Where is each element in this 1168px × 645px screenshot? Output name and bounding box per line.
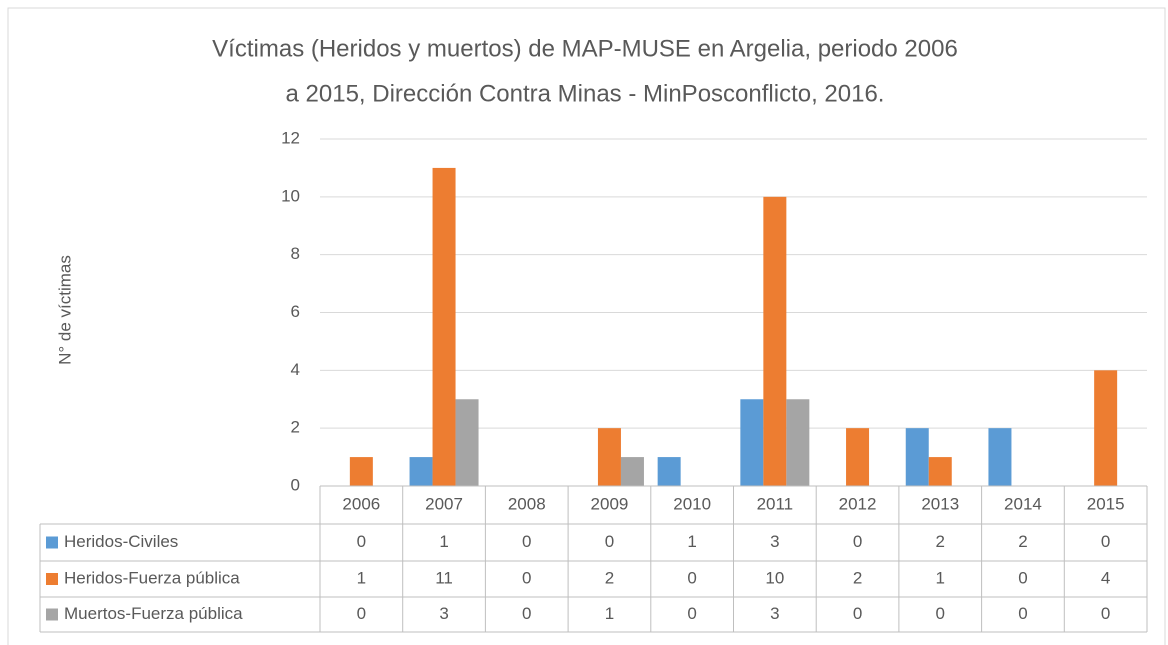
bar: [988, 428, 1012, 486]
bar: [846, 428, 870, 486]
table-cell: 2: [605, 568, 614, 587]
y-tick-label: 2: [291, 418, 300, 437]
y-tick-label: 4: [291, 360, 300, 379]
table-cell: 0: [522, 604, 531, 623]
x-tick-label: 2012: [839, 494, 877, 513]
table-cell: 1: [936, 568, 945, 587]
table-cell: 3: [770, 604, 779, 623]
chart-frame: [7, 7, 1166, 645]
legend-label: Heridos-Fuerza pública: [64, 568, 240, 587]
table-cell: 10: [765, 568, 784, 587]
table-cell: 0: [522, 532, 531, 551]
table-cell: 0: [687, 604, 696, 623]
table-cell: 0: [357, 604, 366, 623]
table-cell: 11: [435, 568, 453, 587]
table-cell: 0: [522, 568, 531, 587]
bar: [455, 399, 479, 486]
table-cell: 0: [853, 604, 862, 623]
x-tick-label: 2011: [757, 494, 794, 513]
table-cell: 0: [1018, 604, 1027, 623]
table-cell: 2: [1018, 532, 1027, 551]
table-cell: 1: [605, 604, 614, 623]
bar: [928, 457, 952, 486]
x-tick-label: 2008: [508, 494, 546, 513]
table-cell: 0: [853, 532, 862, 551]
bar: [597, 428, 621, 486]
table-cell: 0: [1018, 568, 1027, 587]
y-axis-label: N° de víctimas: [55, 255, 74, 365]
bar: [432, 167, 456, 486]
y-tick-label: 10: [281, 186, 300, 205]
y-tick-label: 12: [281, 128, 300, 147]
bar: [740, 399, 764, 486]
bar: [657, 457, 681, 486]
table-cell: 3: [439, 604, 448, 623]
x-tick-label: 2007: [425, 494, 463, 513]
x-tick-label: 2006: [342, 494, 380, 513]
table-cell: 1: [687, 532, 696, 551]
legend-label: Muertos-Fuerza pública: [64, 604, 243, 623]
chart-title: a 2015, Dirección Contra Minas - MinPosc…: [286, 80, 885, 107]
bar: [620, 457, 644, 486]
table-cell: 0: [357, 532, 366, 551]
bar: [349, 457, 373, 486]
table-cell: 2: [936, 532, 945, 551]
legend-swatch: [46, 536, 58, 549]
bar: [786, 399, 810, 486]
table-cell: 4: [1101, 568, 1110, 587]
x-tick-label: 2015: [1087, 494, 1125, 513]
table-cell: 0: [1101, 604, 1110, 623]
y-tick-label: 0: [291, 475, 300, 494]
x-tick-label: 2013: [921, 494, 959, 513]
chart-title: Víctimas (Heridos y muertos) de MAP-MUSE…: [212, 35, 958, 62]
table-cell: 0: [1101, 532, 1110, 551]
y-tick-label: 6: [291, 302, 300, 321]
table-cell: 1: [357, 568, 366, 587]
legend-swatch: [46, 573, 58, 585]
table-cell: 0: [687, 568, 696, 587]
legend-label: Heridos-Civiles: [64, 532, 178, 551]
table-cell: 3: [770, 532, 779, 551]
x-tick-label: 2010: [673, 494, 711, 513]
table-cell: 0: [936, 604, 945, 623]
bar: [409, 457, 433, 486]
table-cell: 0: [605, 532, 614, 551]
table-cell: 1: [439, 532, 448, 551]
table-cell: 2: [853, 568, 862, 587]
x-tick-label: 2009: [591, 494, 629, 513]
legend-swatch: [46, 608, 58, 621]
bar: [905, 428, 929, 486]
bar: [1094, 370, 1118, 486]
y-tick-label: 8: [291, 244, 300, 263]
x-tick-label: 2014: [1004, 494, 1042, 513]
bar: [763, 196, 787, 487]
